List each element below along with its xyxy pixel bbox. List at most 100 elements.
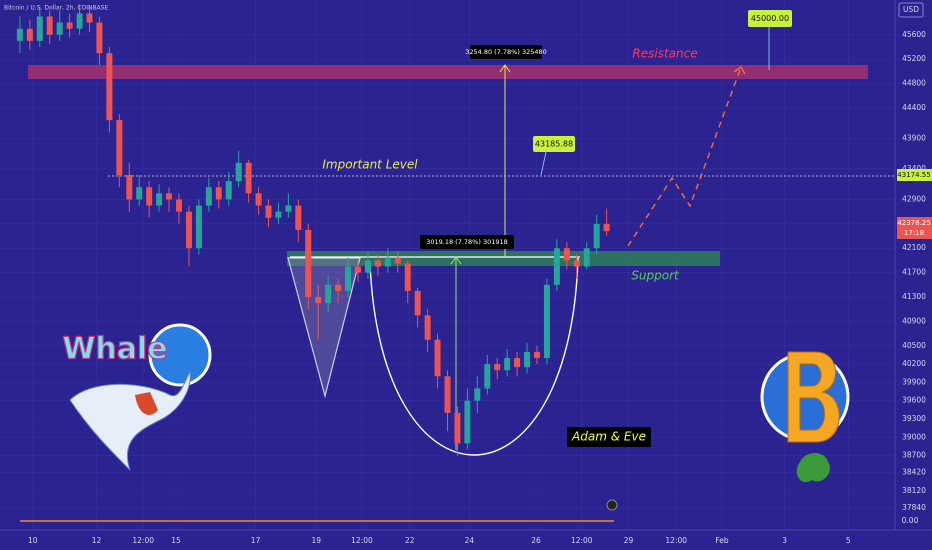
y-tick-label: 40500 bbox=[902, 341, 926, 350]
axis-level-label: 43174.55 bbox=[897, 171, 930, 179]
candle-body bbox=[195, 205, 202, 249]
candle-body bbox=[156, 193, 163, 206]
last-price-label: 42378.25 bbox=[897, 219, 930, 227]
candle-body bbox=[543, 284, 550, 359]
candle-body bbox=[295, 205, 302, 230]
measure-label: 3254.80 (7.78%) 325480 bbox=[465, 48, 547, 56]
candle-body bbox=[325, 284, 332, 304]
bitcoin-glyph bbox=[787, 351, 840, 443]
candle-body bbox=[205, 187, 212, 206]
candle-body bbox=[126, 175, 133, 200]
candle-body bbox=[434, 339, 441, 377]
candle-body bbox=[424, 315, 431, 340]
candle-body bbox=[374, 260, 381, 267]
y-tick-label: 39600 bbox=[902, 396, 926, 405]
candle-body bbox=[484, 364, 491, 389]
candle-body bbox=[583, 248, 590, 267]
y-tick-label: 41700 bbox=[902, 268, 926, 277]
leaf bbox=[796, 453, 830, 483]
measure-box bbox=[420, 235, 514, 249]
level-box bbox=[533, 136, 575, 152]
x-tick-label: 17 bbox=[251, 536, 261, 545]
x-tick-label: 26 bbox=[531, 536, 541, 545]
y-tick-label: 40200 bbox=[902, 359, 926, 368]
candle-body bbox=[335, 284, 342, 291]
x-tick-label: 24 bbox=[465, 536, 475, 545]
candle-body bbox=[514, 358, 521, 368]
candle-body bbox=[394, 257, 401, 264]
y-tick-label: 44800 bbox=[902, 79, 926, 88]
y-tick-label: 45600 bbox=[902, 30, 926, 39]
candle-body bbox=[494, 364, 501, 371]
pipe bbox=[135, 392, 158, 415]
candle-body bbox=[255, 193, 262, 206]
y-tick-label: 45200 bbox=[902, 54, 926, 63]
x-tick-label: 12 bbox=[92, 536, 102, 545]
y-tick-label: 43900 bbox=[902, 133, 926, 142]
candle-body bbox=[553, 248, 560, 285]
x-tick-label: 22 bbox=[405, 536, 415, 545]
candle-body bbox=[46, 16, 53, 35]
y-tick-label: 44400 bbox=[902, 103, 926, 112]
measure-label: 3019.18 (7.78%) 301918 bbox=[426, 238, 508, 246]
y-tick-label: 39000 bbox=[902, 432, 926, 441]
candle-body bbox=[86, 13, 93, 23]
eve-shape bbox=[369, 257, 579, 456]
candle-body bbox=[454, 412, 461, 444]
x-tick-label: 5 bbox=[846, 536, 851, 545]
candle-body bbox=[563, 248, 570, 261]
candle-body bbox=[474, 388, 481, 401]
candle-body bbox=[524, 351, 531, 368]
candle-body bbox=[96, 22, 103, 54]
candle-body bbox=[534, 351, 540, 359]
x-tick-label: 12:00 bbox=[665, 536, 687, 545]
y-tick-label: 37840 bbox=[902, 503, 926, 512]
x-tick-label: 3 bbox=[782, 536, 787, 545]
candle-body bbox=[315, 297, 322, 304]
countdown-label: 17:18 bbox=[904, 229, 924, 237]
candle-body bbox=[225, 181, 232, 200]
y-axis: 4560045200448004440043900434004290042500… bbox=[902, 30, 926, 512]
y-tick-label: 39300 bbox=[902, 414, 926, 423]
candle-body bbox=[16, 28, 23, 41]
candle-body bbox=[185, 211, 192, 249]
candle-body bbox=[275, 211, 282, 218]
x-tick-label: 12:00 bbox=[132, 536, 154, 545]
y-tick-label: 41300 bbox=[902, 292, 926, 301]
candles bbox=[16, 4, 610, 456]
whale-body bbox=[69, 370, 191, 471]
arrow-head bbox=[499, 64, 511, 73]
x-tick-label: 12:00 bbox=[351, 536, 373, 545]
y-tick-label: 40900 bbox=[902, 316, 926, 325]
candle-body bbox=[504, 358, 511, 371]
last-price-box bbox=[897, 217, 932, 239]
candle-body bbox=[355, 266, 361, 273]
grid bbox=[0, 0, 895, 530]
arrow-head bbox=[733, 65, 746, 75]
logo-text: Whale bbox=[62, 332, 167, 367]
logo-circle bbox=[148, 323, 212, 387]
candle-body bbox=[603, 223, 610, 232]
y-tick-label: 42900 bbox=[902, 194, 926, 203]
x-tick-label: 19 bbox=[311, 536, 321, 545]
candle-body bbox=[76, 13, 83, 29]
event-icon bbox=[606, 499, 618, 511]
target-box bbox=[748, 10, 792, 27]
candle-body bbox=[66, 22, 73, 29]
x-axis: 10 12 12:00 15 17 19 12:00 22 24 26 12:00 29 12:00 Fe… bbox=[28, 536, 851, 545]
important-level-label: Important Level bbox=[322, 158, 418, 172]
x-tick-label: 12:00 bbox=[571, 536, 593, 545]
y-tick-label: 43400 bbox=[902, 164, 926, 173]
candle-body bbox=[235, 162, 242, 182]
arrow-head bbox=[450, 256, 462, 265]
price-axis bbox=[895, 0, 932, 550]
bitcoin-logo bbox=[760, 351, 850, 483]
whale-logo: Whale bbox=[62, 323, 212, 471]
measure-box bbox=[470, 45, 542, 59]
y-tick-label: 39900 bbox=[902, 377, 926, 386]
volume-label: 0.00 bbox=[902, 516, 919, 525]
resistance-zone bbox=[28, 65, 868, 79]
axis-level-box bbox=[897, 169, 932, 181]
support-label: Support bbox=[631, 269, 680, 283]
